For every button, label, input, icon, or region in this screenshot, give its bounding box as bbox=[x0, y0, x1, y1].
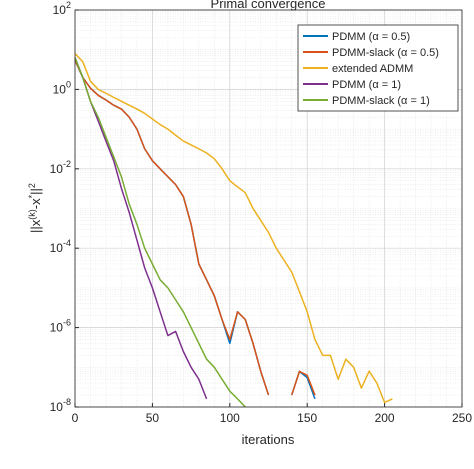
x-tick-label: 200 bbox=[375, 411, 395, 425]
y-tick-label: 10-2 bbox=[50, 159, 71, 176]
legend-label: PDMM-slack (α = 1) bbox=[332, 95, 430, 107]
x-tick-label: 100 bbox=[220, 411, 240, 425]
x-tick-label: 0 bbox=[72, 411, 79, 425]
legend-label: PDMM-slack (α = 0.5) bbox=[332, 47, 439, 59]
series-line bbox=[74, 59, 316, 396]
y-label-part: * bbox=[27, 194, 37, 198]
y-label-part: -x bbox=[28, 198, 43, 209]
x-axis-label: iterations bbox=[242, 432, 295, 447]
x-tick-label: 150 bbox=[297, 411, 317, 425]
legend-label: PDMM (α = 1) bbox=[332, 79, 401, 91]
lines bbox=[74, 53, 393, 408]
y-tick-label: 10-6 bbox=[50, 318, 71, 335]
y-tick-label: 102 bbox=[53, 0, 71, 17]
x-tick-label: 250 bbox=[452, 411, 472, 425]
grid bbox=[74, 9, 463, 408]
chart-title: Primal convergence bbox=[211, 0, 326, 11]
y-label-part: || bbox=[28, 188, 43, 195]
y-label-part: ||x bbox=[28, 219, 43, 233]
x-tick-label: 50 bbox=[146, 411, 160, 425]
y-tick-label: 100 bbox=[53, 79, 71, 96]
legend-label: extended ADMM bbox=[332, 63, 413, 75]
series-line bbox=[74, 57, 208, 400]
axes: 10-8 10-6 10-4 10-2 100 102 0 50 100 150 200 250 bbox=[50, 0, 473, 425]
y-label-part: (k) bbox=[27, 209, 37, 220]
y-axis-label: ||x(k)-x*||2 bbox=[27, 183, 43, 233]
y-tick-label: 10-4 bbox=[50, 238, 71, 255]
plot-frame bbox=[74, 9, 463, 408]
legend-label: PDMM (α = 0.5) bbox=[332, 31, 410, 43]
series-line bbox=[74, 57, 246, 408]
series-line bbox=[74, 53, 393, 404]
y-label-part: 2 bbox=[27, 183, 37, 188]
legend: PDMM (α = 0.5) PDMM-slack (α = 0.5) extend… bbox=[297, 24, 459, 112]
y-tick-label: 10-8 bbox=[50, 397, 71, 414]
